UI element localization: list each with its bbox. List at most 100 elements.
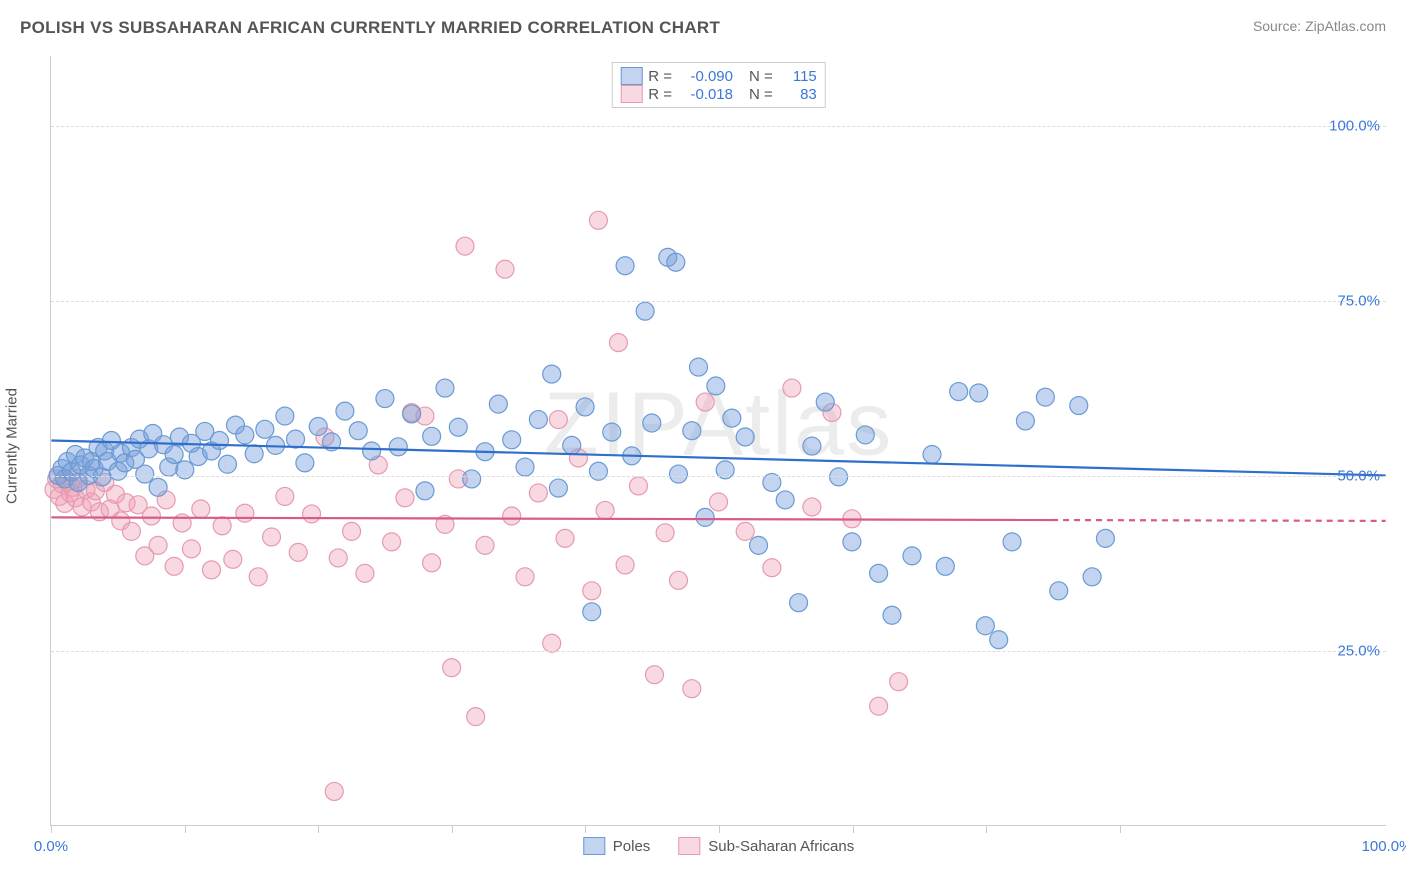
- scatter-point: [870, 697, 888, 715]
- chart-plot-area: ZIPAtlas R =-0.090N =115R =-0.018N =83 P…: [50, 56, 1386, 826]
- scatter-point: [616, 257, 634, 275]
- correlation-stats-legend: R =-0.090N =115R =-0.018N =83: [611, 62, 826, 108]
- scatter-point: [456, 237, 474, 255]
- scatter-point: [1070, 397, 1088, 415]
- scatter-point: [263, 528, 281, 546]
- scatter-point: [213, 517, 231, 535]
- scatter-point: [609, 334, 627, 352]
- legend-label: Poles: [613, 838, 651, 855]
- scatter-point: [616, 556, 634, 574]
- x-tick: [853, 825, 854, 833]
- legend-swatch: [620, 67, 642, 85]
- scatter-point: [443, 659, 461, 677]
- scatter-point: [750, 536, 768, 554]
- x-tick: [1120, 825, 1121, 833]
- stat-n-value: 83: [779, 86, 817, 103]
- scatter-point: [1050, 582, 1068, 600]
- legend-item: Sub-Saharan Africans: [678, 837, 854, 855]
- stat-n-value: 115: [779, 68, 817, 85]
- scatter-point: [543, 365, 561, 383]
- scatter-point: [923, 445, 941, 463]
- x-tick: [719, 825, 720, 833]
- scatter-point: [165, 445, 183, 463]
- scatter-point: [589, 211, 607, 229]
- stat-r-value: -0.018: [678, 86, 733, 103]
- scatter-point: [249, 568, 267, 586]
- scatter-point: [589, 462, 607, 480]
- scatter-point: [136, 465, 154, 483]
- scatter-point: [1003, 533, 1021, 551]
- scatter-point: [556, 529, 574, 547]
- stat-n-label: N =: [749, 86, 773, 103]
- x-tick: [585, 825, 586, 833]
- scatter-point: [696, 393, 714, 411]
- scatter-plot-svg: [51, 56, 1386, 825]
- scatter-point: [476, 536, 494, 554]
- scatter-point: [576, 398, 594, 416]
- stats-legend-row: R =-0.090N =115: [620, 67, 817, 85]
- scatter-point: [210, 432, 228, 450]
- stats-legend-row: R = -0.018 N = 83: [620, 85, 817, 103]
- scatter-point: [629, 477, 647, 495]
- scatter-point: [970, 384, 988, 402]
- scatter-point: [870, 564, 888, 582]
- scatter-point: [1036, 388, 1054, 406]
- scatter-point: [325, 782, 343, 800]
- scatter-point: [256, 420, 274, 438]
- scatter-point: [336, 402, 354, 420]
- scatter-point: [583, 582, 601, 600]
- trend-line: [1052, 520, 1386, 521]
- scatter-point: [783, 379, 801, 397]
- scatter-point: [389, 438, 407, 456]
- source-attribution: Source: ZipAtlas.com: [1253, 18, 1386, 34]
- scatter-point: [423, 427, 441, 445]
- scatter-point: [1096, 529, 1114, 547]
- scatter-point: [236, 504, 254, 522]
- gridline: [51, 476, 1386, 477]
- scatter-point: [122, 522, 140, 540]
- scatter-point: [656, 524, 674, 542]
- scatter-point: [396, 489, 414, 507]
- x-tick: [318, 825, 319, 833]
- y-tick-label: 25.0%: [1337, 643, 1380, 660]
- scatter-point: [529, 411, 547, 429]
- scatter-point: [496, 260, 514, 278]
- scatter-point: [363, 442, 381, 460]
- x-edge-label: 0.0%: [34, 838, 68, 855]
- legend-swatch: [620, 85, 642, 103]
- scatter-point: [289, 543, 307, 561]
- scatter-point: [276, 407, 294, 425]
- scatter-point: [689, 358, 707, 376]
- scatter-point: [276, 487, 294, 505]
- gridline: [51, 301, 1386, 302]
- scatter-point: [543, 634, 561, 652]
- scatter-point: [903, 547, 921, 565]
- scatter-point: [669, 465, 687, 483]
- scatter-point: [723, 409, 741, 427]
- x-edge-label: 100.0%: [1362, 838, 1406, 855]
- scatter-point: [936, 557, 954, 575]
- scatter-point: [803, 437, 821, 455]
- legend-label: Sub-Saharan Africans: [708, 838, 854, 855]
- scatter-point: [603, 423, 621, 441]
- scatter-point: [645, 666, 663, 684]
- scatter-point: [683, 680, 701, 698]
- scatter-point: [149, 536, 167, 554]
- stat-n-label: N =: [749, 68, 773, 85]
- scatter-point: [142, 507, 160, 525]
- scatter-point: [636, 302, 654, 320]
- scatter-point: [529, 484, 547, 502]
- scatter-point: [356, 564, 374, 582]
- scatter-point: [843, 533, 861, 551]
- stat-r-label: R =: [648, 86, 672, 103]
- y-tick-label: 75.0%: [1337, 293, 1380, 310]
- y-tick-label: 50.0%: [1337, 468, 1380, 485]
- scatter-point: [667, 253, 685, 271]
- scatter-point: [763, 559, 781, 577]
- x-tick: [51, 825, 52, 833]
- scatter-point: [383, 533, 401, 551]
- scatter-point: [489, 395, 507, 413]
- scatter-point: [449, 418, 467, 436]
- scatter-point: [236, 426, 254, 444]
- scatter-point: [776, 491, 794, 509]
